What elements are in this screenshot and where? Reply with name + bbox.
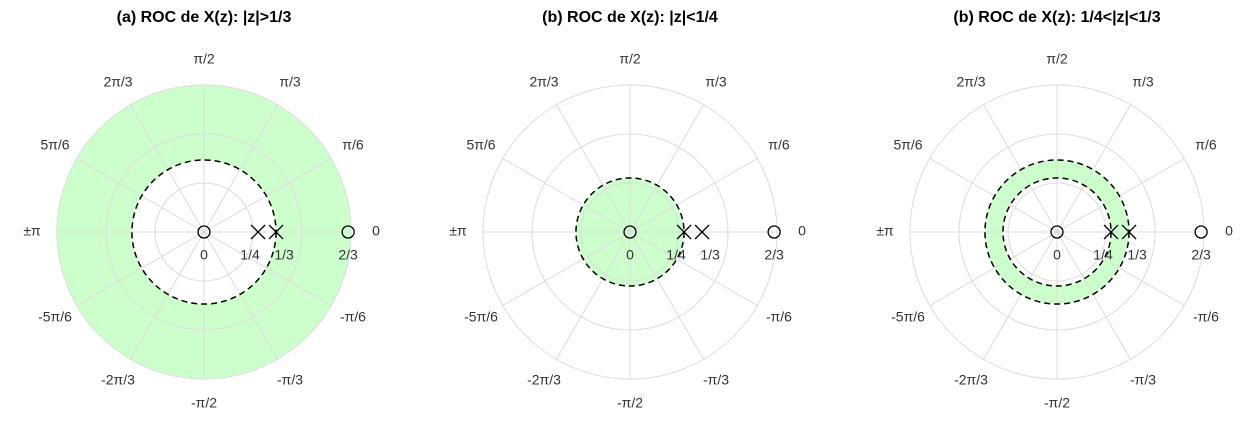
theta-tick-label: -5π/6	[464, 309, 498, 325]
theta-tick-label: -π/6	[766, 309, 792, 325]
theta-tick-label: -π/6	[340, 309, 366, 325]
theta-tick-label: π/6	[1195, 137, 1217, 153]
pole-marker	[268, 224, 284, 240]
theta-tick-label: 2π/3	[956, 74, 985, 90]
theta-tick-label: -2π/3	[101, 372, 135, 388]
theta-tick-label: π/3	[705, 74, 727, 90]
grid-spoke	[130, 104, 205, 233]
pole-label: 1/4	[1093, 247, 1113, 263]
zero-marker	[197, 225, 211, 239]
chart-title: (b) ROC de X(z): 1/4<|z|<1/3	[953, 9, 1160, 26]
polar-plot: (a) ROC de X(z): |z|>1/3 0 π/6 π/3 π/2 2π/3 5π…	[23, 9, 380, 410]
zero-marker	[341, 225, 355, 239]
theta-tick-label: π/2	[619, 51, 641, 67]
theta-tick-label: 2π/3	[103, 74, 132, 90]
theta-tick-label: 2π/3	[529, 74, 558, 90]
pole-marker	[694, 224, 710, 240]
theta-tick-label: π/2	[193, 51, 215, 67]
grid-spoke	[1056, 158, 1185, 233]
grid-spoke	[502, 158, 631, 233]
grid-spoke	[929, 158, 1058, 233]
theta-tick-label: -π/6	[1193, 309, 1219, 325]
grid-spoke	[556, 104, 631, 233]
pole-label: 1/3	[700, 247, 720, 263]
theta-tick-label: 0	[798, 223, 806, 239]
grid-spoke	[203, 231, 278, 360]
theta-tick-label: 5π/6	[40, 137, 69, 153]
pole-label: 1/4	[666, 247, 686, 263]
grid-spoke	[629, 231, 758, 306]
theta-tick-label: -2π/3	[527, 372, 561, 388]
grid-spoke	[629, 158, 758, 233]
theta-tick-label: -2π/3	[954, 372, 988, 388]
theta-tick-label: ±π	[23, 223, 41, 239]
theta-tick-label: ±π	[449, 223, 467, 239]
zero-label: 2/3	[764, 247, 784, 263]
zero-marker	[1194, 225, 1208, 239]
theta-tick-label: 5π/6	[893, 137, 922, 153]
theta-tick-label: -5π/6	[38, 309, 72, 325]
zero-label: 0	[200, 247, 208, 263]
theta-tick-label: π/3	[1132, 74, 1154, 90]
grid-spoke	[629, 231, 704, 360]
pole-marker	[1103, 224, 1119, 240]
theta-tick-label: ±π	[876, 223, 894, 239]
pole-marker	[676, 224, 692, 240]
pole-marker	[1121, 224, 1137, 240]
pole-label: 1/3	[274, 247, 294, 263]
grid-spoke	[1056, 231, 1131, 360]
theta-tick-label: -π/2	[1044, 395, 1070, 411]
pole-label: 1/4	[240, 247, 260, 263]
grid-spoke	[203, 231, 332, 306]
theta-tick-label: π/6	[768, 137, 790, 153]
polar-plot: (b) ROC de X(z): 1/4<|z|<1/3 0 π/6 π/3 π/2 2π…	[876, 9, 1233, 410]
theta-tick-label: 5π/6	[466, 137, 495, 153]
grid-spoke	[203, 158, 332, 233]
theta-tick-label: -π/2	[617, 395, 643, 411]
grid-spoke	[983, 231, 1058, 360]
theta-tick-label: π/6	[342, 137, 364, 153]
chart-title: (b) ROC de X(z): |z|<1/4	[542, 9, 718, 26]
grid-spoke	[130, 231, 205, 360]
zero-label: 2/3	[1191, 247, 1211, 263]
grid-spoke	[76, 158, 205, 233]
grid-spoke	[203, 104, 278, 233]
zero-marker	[623, 225, 637, 239]
zero-label: 0	[1053, 247, 1061, 263]
roc-region	[57, 85, 351, 379]
pole-label: 1/3	[1127, 247, 1147, 263]
zero-label: 2/3	[338, 247, 358, 263]
grid-spoke	[1056, 231, 1185, 306]
grid-spoke	[983, 104, 1058, 233]
zero-label: 0	[626, 247, 634, 263]
grid-spoke	[929, 231, 1058, 306]
theta-tick-label: -π/2	[191, 395, 217, 411]
theta-tick-label: -π/3	[1130, 372, 1156, 388]
theta-tick-label: -π/3	[277, 372, 303, 388]
polar-plot: (b) ROC de X(z): |z|<1/4 0 π/6 π/3 π/2 2π/3 5π…	[449, 9, 806, 410]
grid-spoke	[502, 231, 631, 306]
grid-spoke	[1056, 104, 1131, 233]
zero-marker	[767, 225, 781, 239]
theta-tick-label: π/3	[279, 74, 301, 90]
theta-tick-label: 0	[372, 223, 380, 239]
grid-spoke	[556, 231, 631, 360]
grid-spoke	[76, 231, 205, 306]
grid-spoke	[629, 104, 704, 233]
theta-tick-label: -π/3	[703, 372, 729, 388]
pole-marker	[250, 224, 266, 240]
theta-tick-label: π/2	[1046, 51, 1068, 67]
theta-tick-label: -5π/6	[891, 309, 925, 325]
chart-title: (a) ROC de X(z): |z|>1/3	[117, 9, 292, 26]
theta-tick-label: 0	[1225, 223, 1233, 239]
zero-marker	[1050, 225, 1064, 239]
